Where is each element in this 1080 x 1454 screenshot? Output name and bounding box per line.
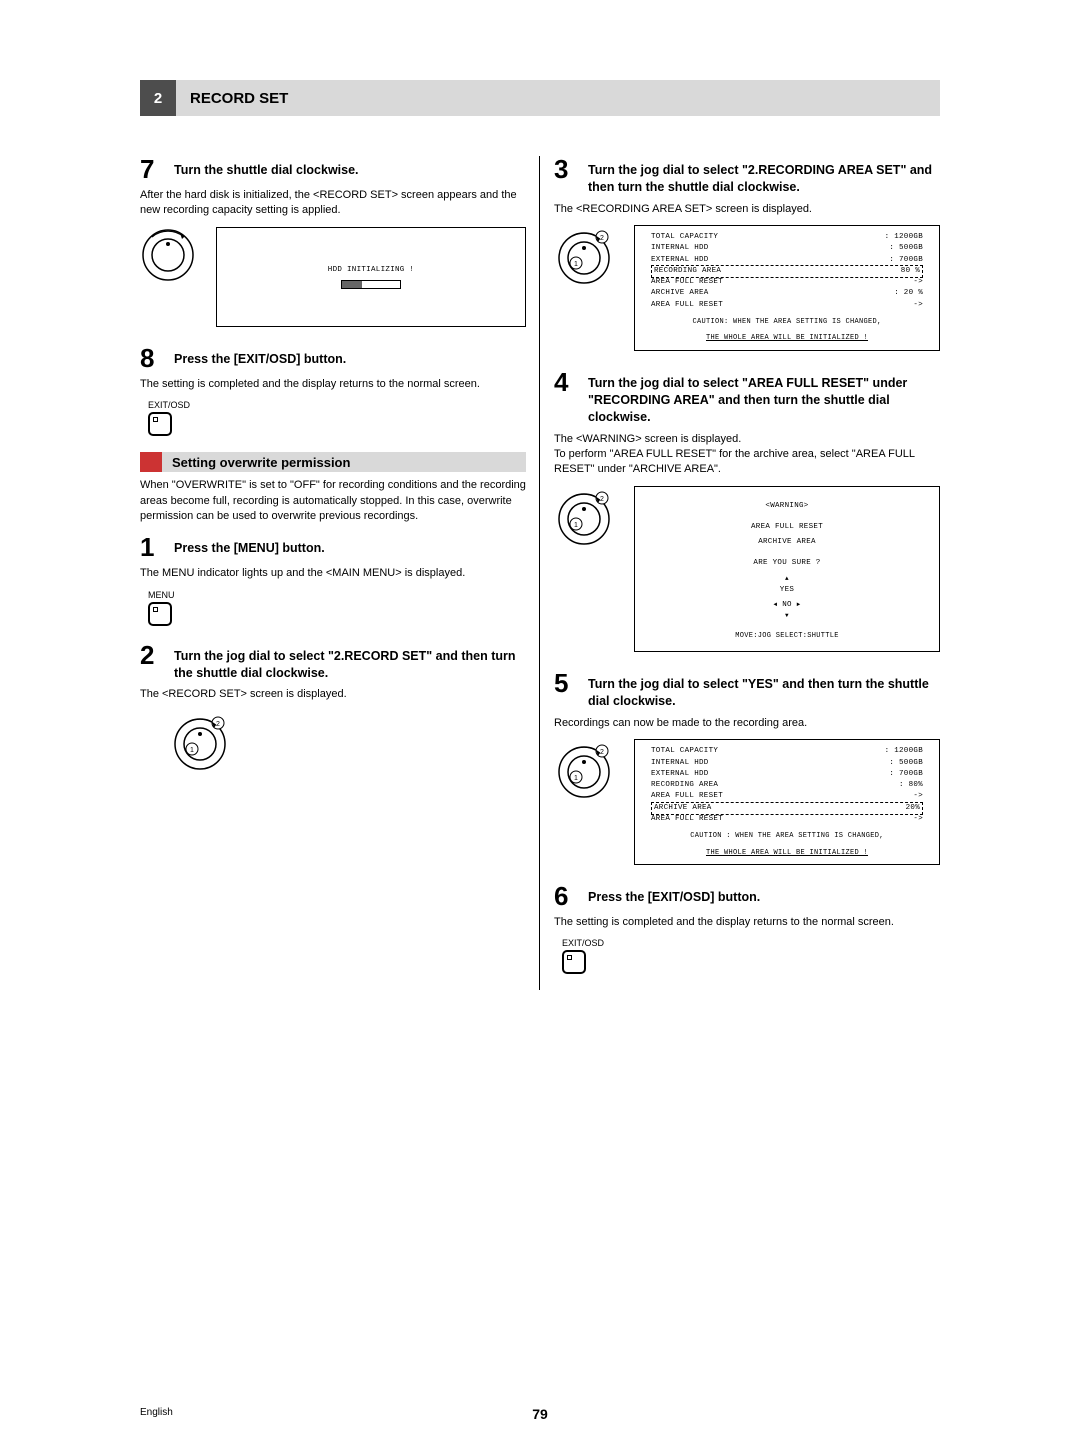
jog-shuttle-dial-icon: 1 2 [554, 739, 614, 799]
dial-osd-row: HDD INITIALIZING ! [140, 227, 526, 327]
menu-button-icon [148, 602, 172, 626]
step-number: 2 [140, 642, 162, 682]
step-title: Press the [EXIT/OSD] button. [588, 889, 760, 909]
button-caption: MENU [148, 590, 526, 600]
step-number: 6 [554, 883, 576, 909]
osd-line: AREA FULL RESET [643, 522, 931, 533]
step-body: The setting is completed and the display… [140, 377, 526, 392]
jog-shuttle-dial-icon: 1 2 [170, 711, 230, 771]
osd-recording-area-set: TOTAL CAPACITY: 1200GBINTERNAL HDD: 500G… [634, 739, 940, 865]
dial-osd-row: 1 2 <WARNING> AREA FULL RESET ARCHIVE AR… [554, 486, 940, 653]
jog-shuttle-dial-icon: 1 2 [554, 225, 614, 285]
dial-osd-row: 1 2 TOTAL CAPACITY: 1200GBINTERNAL HDD: … [554, 225, 940, 351]
shuttle-dial-icon [140, 227, 196, 283]
osd-recording-area-set: TOTAL CAPACITY: 1200GBINTERNAL HDD: 500G… [634, 225, 940, 351]
step-body: The setting is completed and the display… [554, 915, 940, 930]
step-number: 1 [140, 534, 162, 560]
osd-line: ARCHIVE AREA [643, 537, 931, 548]
button-caption: EXIT/OSD [148, 400, 526, 410]
svg-text:1: 1 [190, 747, 194, 754]
step-body: The <RECORD SET> screen is displayed. [140, 687, 526, 702]
jog-shuttle-dial-icon: 1 2 [554, 486, 614, 546]
step-body: The <RECORDING AREA SET> screen is displ… [554, 202, 940, 217]
step-number: 4 [554, 369, 576, 426]
exit-osd-button-icon [562, 950, 586, 974]
section-body: When "OVERWRITE" is set to "OFF" for rec… [140, 478, 526, 524]
step-body: The MENU indicator lights up and the <MA… [140, 566, 526, 581]
step-title: Turn the jog dial to select "2.RECORD SE… [174, 648, 526, 682]
step-title: Press the [MENU] button. [174, 540, 325, 560]
step-body: After the hard disk is initialized, the … [140, 188, 526, 219]
header-number: 2 [140, 80, 176, 116]
osd-text: HDD INITIALIZING ! [225, 265, 517, 276]
step-5: 5 Turn the jog dial to select "YES" and … [554, 670, 940, 710]
step-number: 5 [554, 670, 576, 710]
svg-text:2: 2 [600, 235, 604, 242]
exit-osd-button-icon [148, 412, 172, 436]
svg-text:1: 1 [574, 261, 578, 268]
step-2: 2 Turn the jog dial to select "2.RECORD … [140, 642, 526, 682]
osd-hint: MOVE:JOG SELECT:SHUTTLE [643, 631, 931, 642]
right-column: 3 Turn the jog dial to select "2.RECORDI… [554, 156, 940, 990]
svg-text:2: 2 [216, 721, 220, 728]
section-title: Setting overwrite permission [162, 452, 526, 472]
step-1: 1 Press the [MENU] button. [140, 534, 526, 560]
left-column: 7 Turn the shuttle dial clockwise. After… [140, 156, 526, 990]
svg-text:2: 2 [600, 749, 604, 756]
step-3: 3 Turn the jog dial to select "2.RECORDI… [554, 156, 940, 196]
step-title: Press the [EXIT/OSD] button. [174, 351, 346, 371]
osd-line: ARE YOU SURE ? [643, 558, 931, 569]
step-7: 7 Turn the shuttle dial clockwise. [140, 156, 526, 182]
step-title: Turn the shuttle dial clockwise. [174, 162, 359, 182]
dial-osd-row: 1 2 TOTAL CAPACITY: 1200GBINTERNAL HDD: … [554, 739, 940, 865]
step-title: Turn the jog dial to select "AREA FULL R… [588, 375, 940, 426]
svg-text:1: 1 [574, 775, 578, 782]
section-accent [140, 452, 162, 472]
svg-text:1: 1 [574, 522, 578, 529]
osd-screen: HDD INITIALIZING ! [216, 227, 526, 327]
svg-text:2: 2 [600, 496, 604, 503]
button-caption: EXIT/OSD [562, 938, 940, 948]
page-footer: English [140, 1407, 940, 1418]
step-number: 8 [140, 345, 162, 371]
progress-bar-icon [341, 280, 401, 289]
footer-lang: English [140, 1407, 173, 1418]
step-8: 8 Press the [EXIT/OSD] button. [140, 345, 526, 371]
osd-title: <WARNING> [643, 501, 931, 512]
step-number: 7 [140, 156, 162, 182]
step-body: The <WARNING> screen is displayed. To pe… [554, 432, 940, 478]
osd-yes: ▲ YES [643, 574, 931, 597]
step-number: 3 [554, 156, 576, 196]
step-title: Turn the jog dial to select "YES" and th… [588, 676, 940, 710]
osd-warning: <WARNING> AREA FULL RESET ARCHIVE AREA A… [634, 486, 940, 653]
step-6: 6 Press the [EXIT/OSD] button. [554, 883, 940, 909]
page-header: 2 RECORD SET [140, 80, 940, 116]
osd-no: ◄ NO ► ▼ [643, 600, 931, 623]
step-4: 4 Turn the jog dial to select "AREA FULL… [554, 369, 940, 426]
step-title: Turn the jog dial to select "2.RECORDING… [588, 162, 940, 196]
section-header: Setting overwrite permission [140, 452, 526, 472]
step-body: Recordings can now be made to the record… [554, 716, 940, 731]
header-title: RECORD SET [176, 80, 940, 116]
